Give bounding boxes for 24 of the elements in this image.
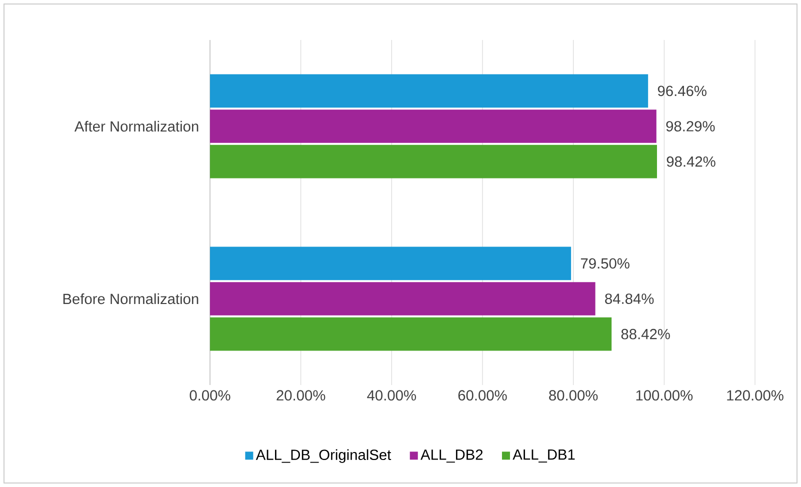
bar — [210, 110, 656, 143]
legend-label: ALL_DB1 — [512, 450, 575, 463]
x-tick-label: 80.00% — [549, 390, 598, 401]
data-label: 96.46% — [658, 86, 706, 96]
data-label: 98.42% — [666, 156, 716, 167]
x-tick-label: 100.00% — [636, 390, 693, 401]
bar — [210, 282, 596, 316]
bar — [210, 144, 657, 178]
data-label: 84.84% — [605, 294, 654, 304]
data-label: 88.42% — [621, 328, 670, 340]
bar — [210, 74, 648, 108]
data-label: 98.29% — [666, 121, 715, 132]
bar — [210, 317, 612, 351]
data-label: 79.50% — [580, 258, 630, 269]
x-tick-label: 0.00% — [190, 390, 230, 401]
y-tick-label: Before Normalization — [63, 293, 198, 304]
legend-label: ALL_DB_OriginalSet — [256, 449, 392, 463]
legend-label: ALL_DB2 — [420, 449, 483, 463]
x-tick-label: 60.00% — [458, 390, 507, 401]
x-tick-label: 20.00% — [276, 390, 326, 401]
x-tick-label: 40.00% — [367, 390, 416, 401]
x-tick-label: 120.00% — [727, 390, 784, 401]
bar — [210, 246, 572, 280]
y-tick-label: After Normalization — [74, 120, 198, 132]
